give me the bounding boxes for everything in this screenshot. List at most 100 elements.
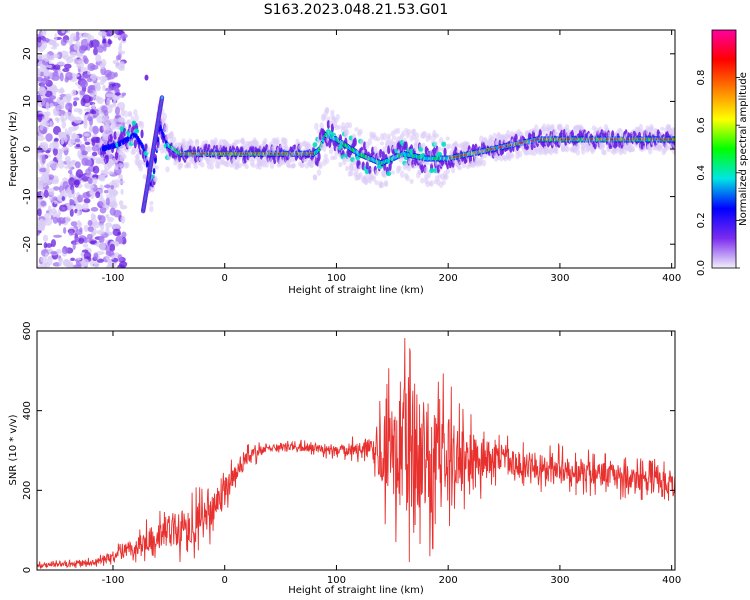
spectrogram-cell xyxy=(91,145,100,152)
spectrogram-halo xyxy=(390,170,395,175)
spectrogram-cell xyxy=(62,206,66,211)
spectrogram-cell xyxy=(113,85,119,92)
spectrogram-cell xyxy=(68,230,74,236)
spectrogram-halo xyxy=(564,144,570,153)
spectrogram-cell xyxy=(106,97,111,107)
spectrogram-ridge xyxy=(404,141,408,151)
spectrogram-cell xyxy=(105,214,110,219)
spectrogram-halo xyxy=(347,122,353,129)
spectrogram-ridge xyxy=(443,147,447,157)
spectrogram-cell xyxy=(41,155,46,164)
spectrogram-ridge xyxy=(365,161,369,171)
spectrogram-cell xyxy=(98,31,107,37)
spectrogram-cell xyxy=(117,254,123,263)
spectrogram-cell xyxy=(119,42,123,48)
spectrogram-cell xyxy=(65,102,73,111)
spectrogram-cell xyxy=(63,227,67,234)
spectrogram-halo xyxy=(146,146,151,155)
spectrogram-cell xyxy=(80,144,86,153)
spectrogram-halo xyxy=(344,129,350,136)
spectrogram-cell xyxy=(113,72,118,78)
y-tick-label: 20 xyxy=(22,47,33,60)
y-tick-label: 10 xyxy=(22,95,33,108)
spectrogram-cell xyxy=(56,248,62,255)
spectrogram-cell xyxy=(63,135,68,143)
spectrogram-cell xyxy=(45,166,50,176)
spectrogram-halo xyxy=(263,138,268,144)
spectrogram-halo xyxy=(391,135,397,141)
spectrogram-halo xyxy=(358,172,363,178)
spectrogram-cell xyxy=(84,146,90,151)
spectrogram-cell xyxy=(59,96,64,100)
spectrogram-cell xyxy=(87,70,91,76)
spectrogram-halo xyxy=(194,139,200,148)
spectrogram-halo xyxy=(358,128,363,135)
spectrogram-cell xyxy=(44,90,53,98)
spectrogram-x-axis-label: Height of straight line (km) xyxy=(288,285,424,296)
spectrogram-cell xyxy=(91,151,98,157)
spectrogram-cell xyxy=(42,41,48,49)
spectrogram-cell xyxy=(53,64,61,70)
spectrogram-halo xyxy=(300,162,306,168)
spectrogram-cell xyxy=(120,188,124,195)
spectrogram-cell xyxy=(60,139,65,145)
spectrogram-cell xyxy=(118,174,123,180)
spectrogram-cell xyxy=(90,207,99,212)
spectrogram-cell xyxy=(73,43,80,51)
colorbar-tick-label: 0.8 xyxy=(696,70,707,86)
spectrogram-cell xyxy=(98,215,106,224)
spectrogram-cell xyxy=(89,185,95,189)
spectrogram-halo xyxy=(429,180,434,187)
spectrogram-cell xyxy=(94,157,103,161)
spectrogram-halo xyxy=(169,131,174,139)
spectrogram-cell xyxy=(48,191,55,196)
spectrogram-cell xyxy=(61,246,69,255)
spectrogram-halo xyxy=(172,136,177,144)
x-tick-label: 200 xyxy=(439,575,458,586)
y-tick-label: 400 xyxy=(22,401,33,420)
spectrogram-streak xyxy=(144,74,149,81)
spectrogram-ridge xyxy=(388,162,392,172)
spectrogram-cell xyxy=(52,107,60,117)
spectrogram-cell xyxy=(68,177,76,186)
spectrogram-cell xyxy=(87,219,93,227)
spectrogram-cell xyxy=(78,237,85,244)
spectrogram-cell xyxy=(74,161,81,169)
spectrogram-cell xyxy=(117,231,122,236)
spectrogram-cell xyxy=(107,258,111,263)
spectrogram-cell xyxy=(44,111,51,117)
spectrogram-cell xyxy=(75,169,84,178)
spectrogram-cell xyxy=(92,165,100,174)
spectrogram-halo xyxy=(153,175,158,183)
spectrogram-halo xyxy=(434,133,440,138)
spectrogram-cell xyxy=(44,212,50,221)
spectrogram-halo xyxy=(338,161,343,168)
spectrogram-halo xyxy=(397,165,402,172)
spectrogram-ridge xyxy=(317,152,321,162)
spectrogram-halo xyxy=(575,142,580,151)
spectrogram-cell xyxy=(113,34,121,39)
spectrogram-cell xyxy=(56,61,66,66)
spectrogram-halo xyxy=(450,166,456,174)
spectrogram-ridge xyxy=(381,150,385,160)
spectrogram-cell xyxy=(72,100,78,107)
spectrogram-cell xyxy=(49,120,53,128)
spectrogram-cell xyxy=(45,101,50,111)
spectrogram-cell xyxy=(50,251,58,255)
spectrogram-halo xyxy=(193,163,198,170)
spectrogram-halo xyxy=(126,119,131,126)
spectrogram-halo xyxy=(283,137,288,145)
spectrogram-cell xyxy=(83,132,90,137)
spectrogram-cell xyxy=(56,153,63,161)
spectrogram-halo xyxy=(658,144,664,151)
spectrogram-halo xyxy=(446,143,452,149)
spectrogram-cell xyxy=(37,161,40,170)
spectrogram-cell xyxy=(70,221,78,227)
spectrogram-cell xyxy=(86,78,93,83)
spectrogram-halo xyxy=(638,123,644,132)
spectrogram-halo xyxy=(318,161,323,168)
spectrogram-halo xyxy=(127,110,133,117)
spectrogram-cell xyxy=(61,189,65,196)
spectrogram-cell xyxy=(69,33,77,42)
